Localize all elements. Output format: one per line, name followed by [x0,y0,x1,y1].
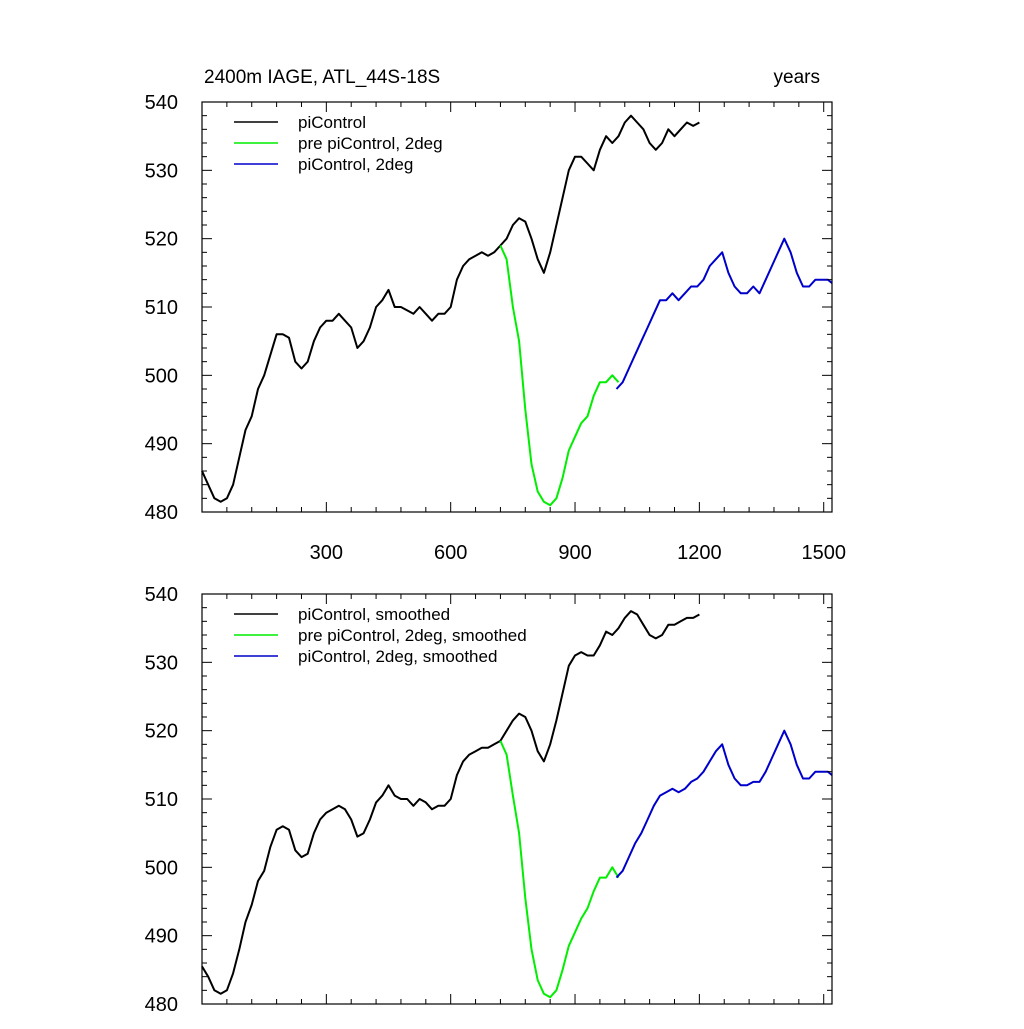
plot-frame [201,593,833,1005]
legend-label-1: piControl, smoothed [298,605,450,624]
y-tick-label: 510 [145,297,178,319]
legend-label-1: piControl [298,113,366,132]
y-tick-label: 500 [145,857,178,879]
series-line-3 [615,729,833,879]
y-tick-label: 480 [145,994,178,1016]
legend-label-2: pre piControl, 2deg, smoothed [298,626,527,645]
plot-frame [201,101,833,513]
y-tick-label: 490 [145,434,178,456]
chart-panel-2: 480 490 500 510 520 530 540 piControl, smoothed… [145,584,833,1016]
legend-label-3: piControl, 2deg [298,155,413,174]
y-tick-label: 530 [145,160,178,182]
y-tick-label: 500 [145,365,178,387]
series-line-2 [499,740,620,999]
chart-panel-1: 480 490 500 510 520 530 540 300 600 900 1200 1500 24… [145,67,846,564]
x-units-label: years [774,67,820,88]
y-tick-label: 520 [145,229,178,251]
x-tick-label: 600 [434,542,467,564]
legend-label-3: piControl, 2deg, smoothed [298,647,497,666]
y-tick-label: 480 [145,502,178,524]
x-tick-label: 900 [558,542,591,564]
series-line-1 [201,610,700,995]
legend-label-2: pre piControl, 2deg [298,134,443,153]
series-line-2 [499,245,620,507]
series-line-1 [201,114,700,503]
y-tick-label: 540 [145,92,178,114]
x-tick-label: 300 [310,542,343,564]
y-tick-label: 490 [145,926,178,948]
x-tick-label: 1500 [801,542,846,564]
y-tick-label: 520 [145,721,178,743]
series-line-3 [615,237,833,390]
y-tick-label: 530 [145,652,178,674]
x-tick-label: 1200 [677,542,722,564]
y-tick-label: 540 [145,584,178,606]
y-tick-label: 510 [145,789,178,811]
chart-title: 2400m IAGE, ATL_44S-18S [204,67,440,88]
